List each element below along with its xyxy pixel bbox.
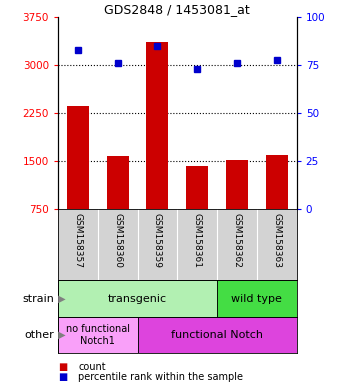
Text: percentile rank within the sample: percentile rank within the sample — [78, 372, 243, 382]
Text: ■: ■ — [58, 372, 67, 382]
Text: functional Notch: functional Notch — [171, 330, 263, 340]
Text: GSM158360: GSM158360 — [113, 213, 122, 268]
Bar — [58, 317, 137, 353]
Text: GSM158361: GSM158361 — [193, 213, 202, 268]
Text: GSM158357: GSM158357 — [73, 213, 83, 268]
Text: ■: ■ — [58, 362, 67, 372]
Text: GSM158363: GSM158363 — [272, 213, 281, 268]
Text: transgenic: transgenic — [108, 293, 167, 304]
Bar — [266, 155, 288, 209]
Text: other: other — [25, 330, 55, 340]
Bar — [226, 160, 248, 209]
Bar — [217, 280, 297, 317]
Bar — [147, 41, 168, 209]
Text: strain: strain — [23, 293, 55, 304]
Text: wild type: wild type — [232, 293, 282, 304]
Bar — [137, 317, 297, 353]
Bar — [58, 280, 217, 317]
Text: no functional
Notch1: no functional Notch1 — [66, 324, 130, 346]
Text: count: count — [78, 362, 106, 372]
Text: ▶: ▶ — [55, 330, 65, 340]
Text: GSM158362: GSM158362 — [233, 213, 241, 268]
Bar — [107, 156, 129, 209]
Text: ▶: ▶ — [55, 293, 65, 304]
Bar — [67, 106, 89, 209]
Text: GSM158359: GSM158359 — [153, 213, 162, 268]
Title: GDS2848 / 1453081_at: GDS2848 / 1453081_at — [104, 3, 250, 16]
Bar — [186, 166, 208, 209]
